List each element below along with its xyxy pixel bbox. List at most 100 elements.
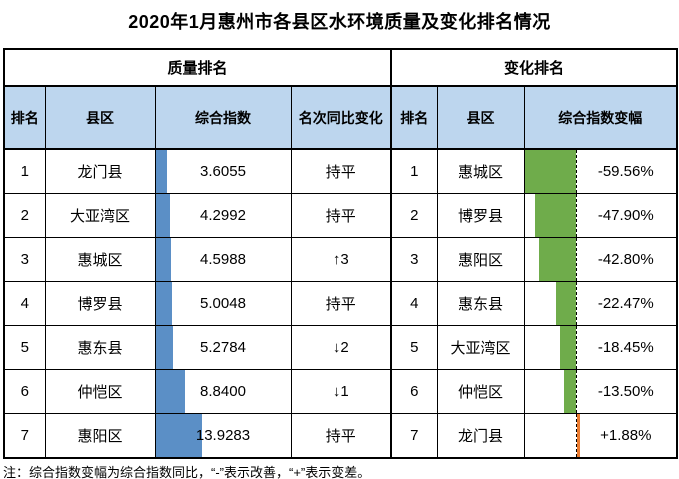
change-data-bar: [556, 282, 576, 325]
quality-district: 龙门县: [44, 148, 156, 194]
column-header-row: 排名 县区 综合指数 名次同比变化 排名 县区 综合指数变幅: [3, 85, 678, 150]
change-rank: 7: [390, 413, 438, 459]
change-district: 龙门县: [436, 413, 525, 459]
quality-index-value: 5.2784: [200, 339, 246, 356]
change-value: -47.90%: [597, 207, 654, 224]
index-data-bar: [156, 282, 172, 325]
quality-district: 仲恺区: [44, 369, 156, 414]
col-change-value: 综合指数变幅: [523, 85, 678, 150]
change-value-cell: -22.47%: [523, 281, 678, 326]
table-row: 3 惠城区 4.5988 ↑3 3 惠阳区 -42.80%: [3, 237, 678, 282]
col-quality-district: 县区: [44, 85, 156, 150]
index-data-bar: [156, 326, 173, 369]
change-data-bar: [563, 370, 576, 413]
quality-index-cell: 5.0048: [154, 281, 292, 326]
quality-index-value: 4.2992: [200, 207, 246, 224]
change-value-cell: -18.45%: [523, 325, 678, 370]
section-change-ranking: 变化排名: [390, 48, 678, 87]
col-change-rank: 排名: [390, 85, 438, 150]
change-data-bar: [559, 326, 576, 369]
change-value: -59.56%: [597, 163, 654, 180]
quality-district: 惠城区: [44, 237, 156, 282]
footnote: 注：综合指数变幅为综合指数同比，“-”表示改善，“+”表示变差。: [3, 465, 371, 479]
zero-axis-line: [575, 282, 577, 325]
quality-rank: 3: [3, 237, 46, 282]
change-rank: 2: [390, 193, 438, 238]
change-district: 博罗县: [436, 193, 525, 238]
section-quality-ranking: 质量排名: [3, 48, 392, 87]
quality-rank: 5: [3, 325, 46, 370]
change-district: 大亚湾区: [436, 325, 525, 370]
quality-district: 惠东县: [44, 325, 156, 370]
quality-rank-change: 持平: [290, 193, 392, 238]
change-value-cell: -47.90%: [523, 193, 678, 238]
page-title: 2020年1月惠州市各县区水环境质量及变化排名情况: [128, 12, 551, 32]
index-data-bar: [156, 238, 171, 281]
quality-rank-change: ↑3: [290, 237, 392, 282]
quality-index-cell: 3.6055: [154, 148, 292, 194]
change-rank: 1: [390, 148, 438, 194]
zero-axis-line: [575, 370, 577, 413]
quality-index-value: 3.6055: [200, 163, 246, 180]
quality-rank: 2: [3, 193, 46, 238]
quality-index-cell: 4.2992: [154, 193, 292, 238]
quality-index-cell: 5.2784: [154, 325, 292, 370]
quality-index-cell: 13.9283: [154, 413, 292, 459]
change-rank: 3: [390, 237, 438, 282]
change-district: 仲恺区: [436, 369, 525, 414]
change-value-cell: +1.88%: [523, 413, 678, 459]
zero-axis-line: [575, 414, 577, 457]
change-value: -22.47%: [597, 295, 654, 312]
quality-rank-change: ↓2: [290, 325, 392, 370]
index-data-bar: [156, 370, 185, 413]
change-value: +1.88%: [600, 427, 652, 444]
change-data-bar: [577, 414, 581, 457]
quality-index-value: 8.8400: [200, 383, 246, 400]
col-quality-rank-change: 名次同比变化: [290, 85, 392, 150]
change-value: -18.45%: [597, 339, 654, 356]
quality-rank: 7: [3, 413, 46, 459]
quality-rank-change: 持平: [290, 413, 392, 459]
index-data-bar: [156, 194, 170, 237]
zero-axis-line: [575, 150, 577, 193]
quality-index-value: 4.5988: [200, 251, 246, 268]
col-change-district: 县区: [436, 85, 525, 150]
table-body: 1 龙门县 3.6055 持平 1 惠城区 -59.56% 2 大亚湾区: [3, 148, 678, 459]
table-row: 7 惠阳区 13.9283 持平 7 龙门县 +1.88%: [3, 413, 678, 459]
quality-district: 博罗县: [44, 281, 156, 326]
quality-index-value: 5.0048: [200, 295, 246, 312]
zero-axis-line: [575, 194, 577, 237]
change-data-bar: [538, 238, 576, 281]
change-rank: 6: [390, 369, 438, 414]
quality-rank-change: ↓1: [290, 369, 392, 414]
quality-rank: 6: [3, 369, 46, 414]
table-row: 1 龙门县 3.6055 持平 1 惠城区 -59.56%: [3, 148, 678, 194]
col-quality-index: 综合指数: [154, 85, 292, 150]
change-value-cell: -42.80%: [523, 237, 678, 282]
change-value-cell: -59.56%: [523, 148, 678, 194]
table-row: 5 惠东县 5.2784 ↓2 5 大亚湾区 -18.45%: [3, 325, 678, 370]
change-district: 惠阳区: [436, 237, 525, 282]
index-data-bar: [156, 414, 202, 457]
section-header-row: 质量排名 变化排名: [3, 48, 678, 87]
change-district: 惠东县: [436, 281, 525, 326]
change-data-bar: [534, 194, 576, 237]
change-rank: 4: [390, 281, 438, 326]
quality-index-cell: 8.8400: [154, 369, 292, 414]
change-rank: 5: [390, 325, 438, 370]
table-row: 4 博罗县 5.0048 持平 4 惠东县 -22.47%: [3, 281, 678, 326]
index-data-bar: [156, 150, 168, 193]
zero-axis-line: [575, 238, 577, 281]
change-district: 惠城区: [436, 148, 525, 194]
quality-rank-change: 持平: [290, 148, 392, 194]
quality-index-value: 13.9283: [195, 427, 251, 444]
quality-district: 大亚湾区: [44, 193, 156, 238]
quality-district: 惠阳区: [44, 413, 156, 459]
change-value: -13.50%: [597, 383, 654, 400]
change-value: -42.80%: [597, 251, 654, 268]
col-quality-rank: 排名: [3, 85, 46, 150]
table-row: 2 大亚湾区 4.2992 持平 2 博罗县 -47.90%: [3, 193, 678, 238]
table-row: 6 仲恺区 8.8400 ↓1 6 仲恺区 -13.50%: [3, 369, 678, 414]
quality-rank: 4: [3, 281, 46, 326]
